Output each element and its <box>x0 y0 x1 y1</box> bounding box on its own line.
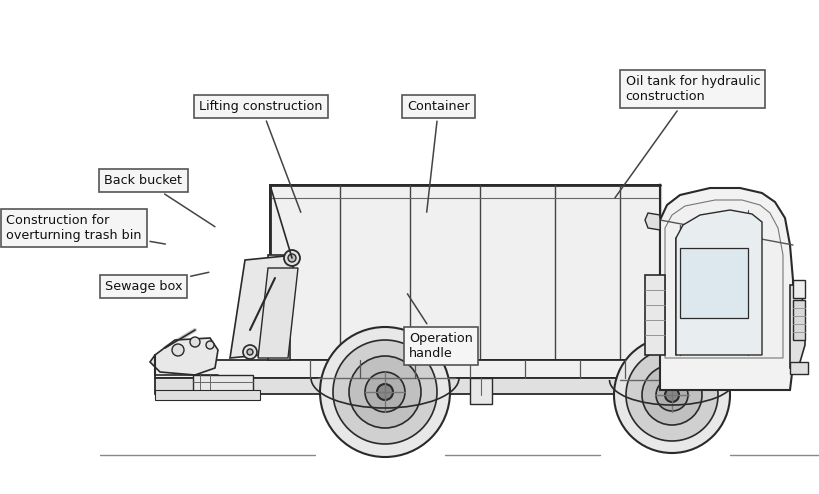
Circle shape <box>247 349 253 355</box>
Bar <box>789 362 807 374</box>
Text: Operation
handle: Operation handle <box>407 294 473 360</box>
Circle shape <box>283 250 300 266</box>
Bar <box>645 275 664 355</box>
Circle shape <box>655 379 687 411</box>
Text: Sewage box: Sewage box <box>105 272 209 293</box>
Polygon shape <box>675 210 761 355</box>
Polygon shape <box>664 200 782 358</box>
Polygon shape <box>659 188 792 390</box>
Circle shape <box>377 384 392 400</box>
Polygon shape <box>258 268 297 358</box>
Circle shape <box>172 344 183 356</box>
Text: Back bucket: Back bucket <box>104 174 215 227</box>
Bar <box>269 185 659 360</box>
Bar <box>268 255 290 360</box>
Circle shape <box>625 349 717 441</box>
Bar <box>792 300 804 340</box>
Text: Lifting construction: Lifting construction <box>199 100 322 212</box>
Text: Oil tank for hydraulic
construction: Oil tank for hydraulic construction <box>614 75 759 198</box>
Text: Construction for
overturning trash bin: Construction for overturning trash bin <box>6 214 165 244</box>
Polygon shape <box>645 213 659 230</box>
Bar <box>192 375 253 395</box>
Bar <box>155 378 669 394</box>
Circle shape <box>641 365 701 425</box>
Bar <box>679 248 747 318</box>
Circle shape <box>664 388 678 402</box>
Circle shape <box>242 345 256 359</box>
Bar <box>792 280 804 298</box>
Circle shape <box>287 254 296 262</box>
Circle shape <box>613 337 729 453</box>
Circle shape <box>206 341 214 349</box>
Circle shape <box>364 372 405 412</box>
Circle shape <box>319 327 450 457</box>
Polygon shape <box>789 285 804 368</box>
Circle shape <box>333 340 437 444</box>
Text: Container: Container <box>407 100 469 212</box>
Polygon shape <box>229 255 295 358</box>
Circle shape <box>190 337 200 347</box>
Bar <box>155 390 260 400</box>
Circle shape <box>349 356 420 428</box>
Bar <box>469 378 491 404</box>
Polygon shape <box>150 338 218 375</box>
Bar <box>155 360 669 378</box>
